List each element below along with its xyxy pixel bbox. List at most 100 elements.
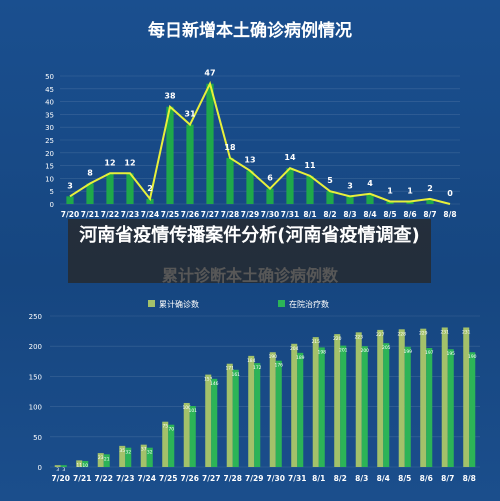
chart2-data-label: 189 (296, 355, 305, 361)
chart2-data-label: 10 (82, 463, 88, 469)
chart2-y-tick-label: 150 (29, 373, 42, 381)
chart1-data-label: 2 (427, 184, 433, 193)
chart1-y-tick-label: 10 (45, 175, 54, 183)
chart1-y-tick-label: 45 (45, 86, 54, 94)
chart1-bar (386, 201, 394, 204)
chart1-data-label: 47 (204, 69, 215, 78)
chart2-bar (426, 348, 433, 467)
chart1-data-label: 3 (347, 181, 353, 190)
chart1-data-label: 11 (304, 161, 316, 170)
chart2-data-label: 3 (56, 467, 59, 473)
chart2-bar (398, 329, 405, 467)
chart2-bar (54, 465, 61, 467)
chart2-x-tick-label: 7/25 (159, 474, 177, 483)
chart1-x-tick-label: 8/5 (383, 210, 396, 219)
chart2-data-label: 228 (397, 331, 406, 337)
chart1-y-tick-label: 5 (50, 188, 54, 196)
chart2-data-label: 220 (333, 336, 342, 342)
chart2-data-label: 184 (247, 358, 256, 364)
chart2-y-tick-label: 50 (33, 434, 42, 442)
chart2-x-tick-label: 8/5 (398, 474, 411, 483)
article-title: 河南省疫情传播案件分析(河南省疫情调查) (79, 225, 420, 246)
chart2-bar (297, 352, 304, 467)
chart2-data-label: 231 (462, 329, 471, 335)
chart2-data-label: 146 (210, 381, 219, 387)
chart2-data-label: 11 (76, 462, 82, 468)
chart1-x-tick-label: 8/8 (443, 210, 456, 219)
chart2-x-tick-label: 7/20 (52, 474, 70, 483)
chart2-data-label: 229 (419, 331, 428, 337)
chart1-y-tick-label: 0 (50, 201, 54, 209)
chart2-bar (205, 374, 212, 467)
chart1-data-label: 6 (267, 174, 273, 183)
chart2-bar (463, 327, 470, 467)
chart2-x-tick-label: 8/2 (334, 474, 347, 483)
chart2-data-label: 231 (440, 329, 449, 335)
chart1-x-tick-label: 8/3 (343, 210, 356, 219)
chart1-bar (406, 201, 414, 204)
chart2-data-label: 101 (188, 408, 197, 414)
chart2-data-label: 70 (168, 427, 174, 433)
chart1-data-label: 38 (164, 92, 176, 101)
chart1-x-tick-label: 7/30 (261, 210, 279, 219)
chart1-data-label: 1 (387, 186, 393, 195)
chart1-data-label: 12 (104, 158, 115, 167)
chart1-data-label: 4 (367, 179, 373, 188)
chart2-bar (383, 343, 390, 467)
chart2-bar (355, 332, 362, 467)
chart2-data-label: 205 (382, 345, 391, 351)
chart2-x-tick-label: 7/30 (267, 474, 285, 483)
chart1-data-label: 3 (67, 181, 73, 190)
chart2-y-tick-label: 200 (29, 343, 42, 351)
chart1-x-tick-label: 7/22 (101, 210, 119, 219)
chart2-legend-swatch (278, 300, 285, 307)
chart2-bar (447, 349, 454, 467)
chart2-bar (441, 327, 448, 467)
chart2-bar (404, 346, 411, 467)
chart2-bar (340, 345, 347, 467)
chart1-y-tick-label: 30 (45, 124, 54, 132)
chart2-data-label: 176 (274, 363, 283, 369)
chart2-x-tick-label: 7/26 (181, 474, 199, 483)
chart2-bar (254, 363, 261, 467)
chart1-x-tick-label: 7/23 (121, 210, 139, 219)
chart2-data-label: 215 (311, 339, 320, 345)
chart1-x-tick-label: 7/31 (281, 210, 299, 219)
chart2-data-label: 172 (253, 365, 262, 371)
chart2-legend-label: 在院治疗数 (289, 299, 329, 309)
chart1-data-label: 5 (327, 176, 333, 185)
chart1-bar (186, 124, 194, 204)
chart1-x-tick-label: 7/20 (61, 210, 79, 219)
chart2-x-tick-label: 7/23 (116, 474, 134, 483)
chart1-bar (166, 106, 174, 204)
chart2-bar (125, 447, 132, 467)
chart2-data-label: 3 (62, 467, 65, 473)
chart1-bar (106, 173, 114, 204)
chart1-data-label: 12 (124, 158, 135, 167)
chart2-bar (103, 454, 110, 467)
chart2-data-label: 75 (162, 424, 168, 430)
chart1-x-tick-label: 7/21 (81, 210, 99, 219)
chart2-y-tick-label: 0 (38, 464, 42, 472)
chart1-data-label: 13 (244, 156, 255, 165)
chart2-bar (168, 424, 175, 467)
chart2-bar (291, 343, 298, 467)
chart1-x-tick-label: 8/1 (303, 210, 316, 219)
chart1-bar (326, 191, 334, 204)
chart2-bar (334, 334, 341, 467)
chart2-bar (269, 352, 276, 467)
chart2-bar (146, 447, 153, 467)
chart1-x-tick-label: 8/2 (323, 210, 336, 219)
chart2-bar (211, 378, 218, 467)
chart2-data-label: 200 (360, 348, 369, 354)
chart1-x-tick-label: 7/29 (241, 210, 259, 219)
chart1-line (69, 80, 451, 205)
chart2-data-label: 223 (354, 334, 363, 340)
chart1-y-tick-label: 20 (45, 150, 54, 158)
chart2-x-tick-label: 7/31 (288, 474, 306, 483)
chart2-data-label: 204 (290, 346, 299, 352)
chart2-data-label: 106 (182, 405, 191, 411)
chart2-legend-label: 累计确诊数 (159, 299, 199, 309)
chart1-bar (86, 183, 94, 204)
